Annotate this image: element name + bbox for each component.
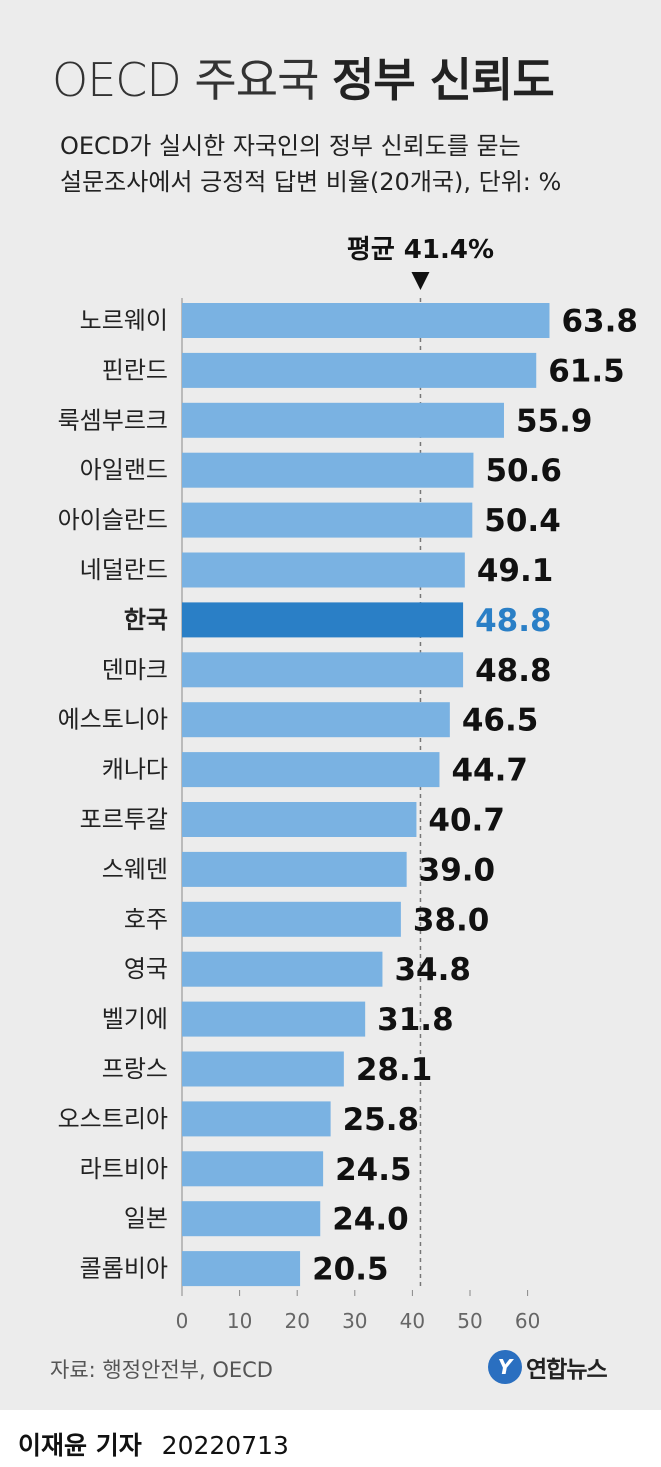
bar <box>182 502 473 538</box>
category-label: 포르투갈 <box>80 806 168 834</box>
bar <box>182 552 465 588</box>
average-marker-icon <box>411 272 430 290</box>
category-label: 라트비아 <box>80 1155 168 1183</box>
value-label: 50.4 <box>484 503 560 539</box>
bar <box>182 352 537 388</box>
value-label: 44.7 <box>451 753 528 789</box>
value-label: 28.1 <box>356 1052 433 1088</box>
value-label: 39.0 <box>419 852 496 888</box>
bar <box>182 851 407 887</box>
bar <box>182 951 383 987</box>
source-note: 자료: 행정안전부, OECD <box>50 1358 273 1382</box>
x-tick-label: 40 <box>400 1309 425 1333</box>
bar <box>182 752 440 788</box>
value-label: 50.6 <box>485 453 562 489</box>
byline: 이재윤 기자 20220713 <box>18 1426 289 1462</box>
bar <box>182 1001 366 1037</box>
bar <box>182 602 464 638</box>
category-label: 스웨덴 <box>102 855 168 883</box>
value-label: 20.5 <box>312 1252 389 1288</box>
category-label: 아이슬란드 <box>58 506 168 534</box>
bar <box>182 1201 321 1237</box>
value-label: 24.5 <box>335 1152 412 1188</box>
value-label: 25.8 <box>343 1102 420 1138</box>
value-label: 40.7 <box>428 803 505 839</box>
category-label: 한국 <box>124 606 168 634</box>
bar <box>182 901 401 937</box>
value-label: 24.0 <box>332 1202 409 1238</box>
value-label: 31.8 <box>377 1002 454 1038</box>
category-label: 콜롬비아 <box>80 1255 168 1283</box>
value-label: 63.8 <box>561 304 638 340</box>
bar <box>182 1101 331 1137</box>
yonhap-logo-mark: Y <box>488 1350 522 1384</box>
bar <box>182 1151 324 1187</box>
x-tick-label: 60 <box>515 1309 540 1333</box>
value-label: 61.5 <box>548 353 625 389</box>
category-label: 에스토니아 <box>58 706 168 734</box>
category-label: 호주 <box>124 905 168 933</box>
category-label: 네덜란드 <box>80 556 168 584</box>
bar <box>182 1051 344 1087</box>
title-light: OECD 주요국 <box>52 53 319 107</box>
value-label: 48.8 <box>475 603 552 639</box>
yonhap-logo: Y 연합뉴스 <box>488 1350 608 1384</box>
value-label: 38.0 <box>413 902 490 938</box>
value-label: 48.8 <box>475 653 552 689</box>
category-label: 오스트리아 <box>58 1105 168 1133</box>
subtitle-line-2: 설문조사에서 긍정적 답변 비율(20개국), 단위: % <box>60 168 562 196</box>
value-label: 49.1 <box>477 553 554 589</box>
subtitle-line-1: OECD가 실시한 자국인의 정부 신뢰도를 묻는 <box>60 132 521 160</box>
category-label: 캐나다 <box>102 756 168 784</box>
category-label: 덴마크 <box>102 656 168 684</box>
category-label: 영국 <box>124 955 168 983</box>
category-label: 일본 <box>124 1205 168 1233</box>
value-label: 46.5 <box>462 703 538 739</box>
bar <box>182 652 464 688</box>
byline-date: 20220713 <box>161 1431 289 1460</box>
x-tick-label: 50 <box>457 1309 482 1333</box>
category-label: 프랑스 <box>102 1055 168 1083</box>
bar-chart: 평균 41.4% 노르웨이 63.8 핀란드 61.5 룩셈부르크 55.9 아일랜드 50.6… <box>58 235 638 1333</box>
bar <box>182 802 417 837</box>
bar <box>182 303 550 338</box>
x-tick-label: 10 <box>227 1309 252 1333</box>
x-tick-label: 0 <box>176 1309 189 1333</box>
title-bold: 정부 신뢰도 <box>332 53 555 107</box>
category-label: 아일랜드 <box>80 456 168 484</box>
byline-name: 이재윤 기자 <box>18 1431 142 1460</box>
category-label: 룩셈부르크 <box>58 406 168 434</box>
value-label: 55.9 <box>516 403 593 439</box>
category-label: 핀란드 <box>102 356 168 384</box>
chart-subtitle: OECD가 실시한 자국인의 정부 신뢰도를 묻는 설문조사에서 긍정적 답변 … <box>60 128 640 200</box>
value-label: 34.8 <box>394 952 471 988</box>
bar <box>182 1251 301 1287</box>
average-label: 평균 41.4% <box>347 235 494 265</box>
category-label: 벨기에 <box>102 1005 168 1033</box>
yonhap-logo-text: 연합뉴스 <box>526 1357 608 1383</box>
bar <box>182 702 450 738</box>
x-tick-label: 30 <box>342 1309 367 1333</box>
chart-title: OECD 주요국 정부 신뢰도 <box>52 44 555 110</box>
category-label: 노르웨이 <box>80 307 168 335</box>
bar <box>182 452 474 488</box>
bar <box>182 402 504 438</box>
x-tick-label: 20 <box>284 1309 309 1333</box>
